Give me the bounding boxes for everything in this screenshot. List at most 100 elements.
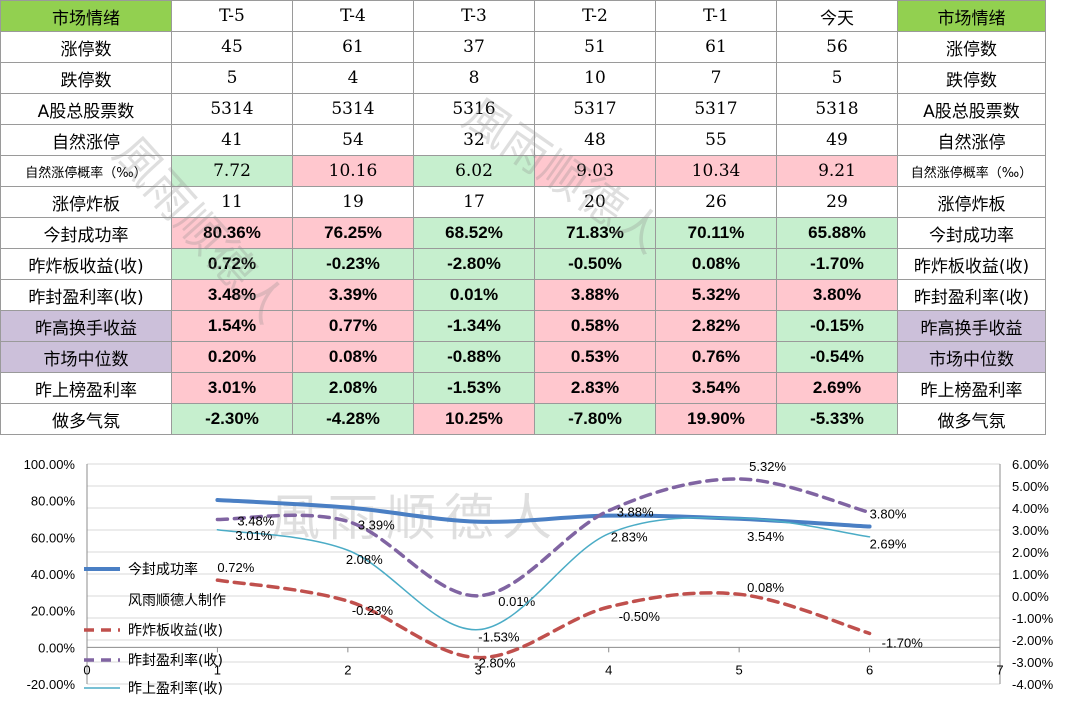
- data-label: 0.01%: [498, 594, 535, 609]
- y-tick-label-left: 20.00%: [31, 604, 76, 619]
- row-label-right: 昨高换手收益: [897, 310, 1046, 342]
- table-cell: 3.01%: [171, 372, 293, 404]
- table-cell: 3.88%: [534, 279, 656, 311]
- table-cell: 5316: [413, 93, 535, 125]
- y-tick-label-right: -3.00%: [1012, 655, 1054, 670]
- y-tick-label-right: 6.00%: [1012, 457, 1049, 472]
- table-cell: 29: [776, 186, 898, 218]
- data-label: 3.01%: [235, 528, 272, 543]
- table-header-row: 市场情绪 T-5 T-4 T-3 T-2 T-1 今天 市场情绪: [0, 0, 1046, 32]
- data-label: 3.48%: [237, 513, 274, 528]
- table-cell: 3.39%: [292, 279, 414, 311]
- table-cell: 10: [534, 62, 656, 94]
- series-line: [215, 498, 872, 529]
- y-tick-label-right: 4.00%: [1012, 501, 1049, 516]
- table-cell: -2.80%: [413, 248, 535, 280]
- table-cell: 5317: [655, 93, 777, 125]
- table-cell: 76.25%: [292, 217, 414, 249]
- series-line: [216, 516, 871, 631]
- data-label: -0.23%: [352, 603, 394, 618]
- table-row: 今封成功率 80.36% 76.25% 68.52% 71.83% 70.11% 65.88…: [0, 217, 1046, 249]
- data-label: 3.88%: [617, 505, 654, 520]
- table-cell: 65.88%: [776, 217, 898, 249]
- header-label-right: 市场情绪: [897, 0, 1046, 32]
- table-cell: -4.28%: [292, 403, 414, 435]
- table-cell: -7.80%: [534, 403, 656, 435]
- table-cell: 8: [413, 62, 535, 94]
- table-cell: -1.53%: [413, 372, 535, 404]
- table-row: A股总股票数 5314 5314 5316 5317 5317 5318 A股总股票数: [0, 93, 1046, 125]
- sentiment-line-chart: 100.00%80.00%60.00%40.00%20.00%0.00%-20.…: [24, 457, 1054, 697]
- y-tick-label-left: 80.00%: [31, 494, 76, 509]
- x-tick-label: 2: [344, 662, 351, 677]
- table-cell: 9.03: [534, 155, 656, 187]
- column-header: T-1: [655, 0, 777, 32]
- table-cell: 71.83%: [534, 217, 656, 249]
- row-label-right: 涨停数: [897, 31, 1046, 63]
- market-sentiment-table: 市场情绪 T-5 T-4 T-3 T-2 T-1 今天 市场情绪 涨停数 45 61 37 51 61 56…: [0, 0, 1046, 435]
- table-cell: 19.90%: [655, 403, 777, 435]
- table-cell: -0.50%: [534, 248, 656, 280]
- table-cell: 61: [655, 31, 777, 63]
- y-tick-label-left: 40.00%: [31, 567, 76, 582]
- table-cell: 26: [655, 186, 777, 218]
- table-cell: 2.08%: [292, 372, 414, 404]
- table-cell: 55: [655, 124, 777, 156]
- table-cell: 2.83%: [534, 372, 656, 404]
- table-cell: 49: [776, 124, 898, 156]
- column-header: T-4: [292, 0, 414, 32]
- table-row: 做多气氛 -2.30% -4.28% 10.25% -7.80% 19.90% -5.33%…: [0, 403, 1046, 435]
- series-line: [215, 477, 872, 598]
- table-cell: 0.20%: [171, 341, 293, 373]
- row-label: 自然涨停概率（‰）: [0, 155, 172, 187]
- column-header: 今天: [776, 0, 898, 32]
- row-label-right: 昨上榜盈利率: [897, 372, 1046, 404]
- table-cell: -0.15%: [776, 310, 898, 342]
- x-tick-label: 7: [996, 662, 1003, 677]
- legend-label: 昨炸板收益(收): [128, 623, 223, 639]
- legend-label: 今封成功率: [128, 561, 198, 578]
- table-cell: 10.25%: [413, 403, 535, 435]
- y-tick-label-left: 100.00%: [24, 457, 76, 472]
- table-cell: 3.54%: [655, 372, 777, 404]
- row-label: 昨上榜盈利率: [0, 372, 172, 404]
- table-cell: 5317: [534, 93, 656, 125]
- table-row: 昨封盈利率(收) 3.48% 3.39% 0.01% 3.88% 5.32% 3.80% 昨封…: [0, 279, 1046, 311]
- row-label: 做多气氛: [0, 403, 172, 435]
- data-label: 0.72%: [217, 560, 254, 575]
- table-cell: 32: [413, 124, 535, 156]
- table-cell: 70.11%: [655, 217, 777, 249]
- table-cell: 6.02: [413, 155, 535, 187]
- row-label: 涨停炸板: [0, 186, 172, 218]
- table-cell: 19: [292, 186, 414, 218]
- row-label-right: 跌停数: [897, 62, 1046, 94]
- table-row: 昨高换手收益 1.54% 0.77% -1.34% 0.58% 2.82% -0.15% 昨高…: [0, 310, 1046, 342]
- data-label: 2.08%: [346, 552, 383, 567]
- x-tick-label: 3: [475, 662, 482, 677]
- y-tick-label-right: 2.00%: [1012, 545, 1049, 560]
- table-cell: -0.88%: [413, 341, 535, 373]
- row-label: 自然涨停: [0, 124, 172, 156]
- data-label: 0.08%: [747, 580, 784, 595]
- legend-label: 昨上盈利率(收): [128, 680, 223, 697]
- y-tick-label-left: 0.00%: [38, 640, 75, 655]
- row-label: 昨封盈利率(收): [0, 279, 172, 311]
- row-label: 昨炸板收益(收): [0, 248, 172, 280]
- table-cell: 5314: [171, 93, 293, 125]
- table-cell: 2.69%: [776, 372, 898, 404]
- row-label-right: A股总股票数: [897, 93, 1046, 125]
- column-header: T-5: [171, 0, 293, 32]
- table-row: 涨停炸板 11 19 17 20 26 29 涨停炸板: [0, 186, 1046, 218]
- table-cell: 3.80%: [776, 279, 898, 311]
- data-label: -2.80%: [474, 656, 516, 671]
- table-row: 市场中位数 0.20% 0.08% -0.88% 0.53% 0.76% -0.54% 市场中…: [0, 341, 1046, 373]
- table-cell: 80.36%: [171, 217, 293, 249]
- table-cell: 54: [292, 124, 414, 156]
- table-row: 自然涨停 41 54 32 48 55 49 自然涨停: [0, 124, 1046, 156]
- table-cell: 1.54%: [171, 310, 293, 342]
- table-cell: 20: [534, 186, 656, 218]
- table-cell: 68.52%: [413, 217, 535, 249]
- y-tick-label-right: 1.00%: [1012, 567, 1049, 582]
- y-tick-label-left: -20.00%: [27, 677, 76, 692]
- row-label-right: 今封成功率: [897, 217, 1046, 249]
